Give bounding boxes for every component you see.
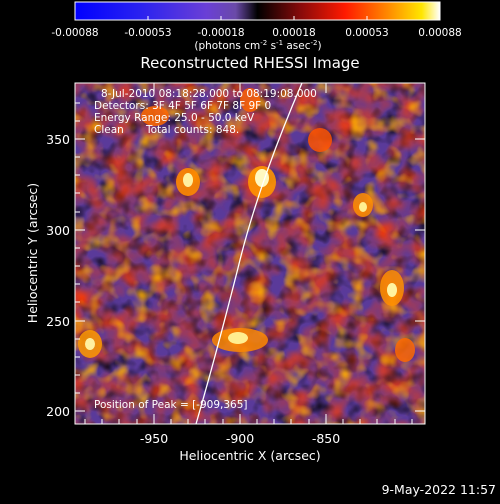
y-axis-label: Heliocentric Y (arcsec) — [25, 183, 40, 323]
detectors: Detectors: 3F 4F 5F 6F 7F 8F 9F 0 — [94, 100, 271, 112]
total-counts: Total counts: 848. — [145, 124, 239, 136]
x-tick-label: -900 — [226, 431, 254, 446]
colorbar-label: 0.00088 — [418, 27, 461, 39]
datestamp: 9-May-2022 11:57 — [382, 482, 496, 497]
colorbar-unit: (photons cm-2 s-1 asec-2) — [194, 39, 321, 52]
x-axis-label: Heliocentric X (arcsec) — [179, 448, 320, 463]
y-tick-labels: 350 300 250 200 — [46, 132, 70, 419]
colorbar-label: -0.00053 — [124, 27, 171, 39]
energy-range: Energy Range: 25.0 - 50.0 keV — [94, 112, 255, 124]
overlay-info: 8-Jul-2010 08:18:28.000 to 08:19:08.000 … — [94, 88, 317, 411]
colorbar-label: 0.00053 — [345, 27, 388, 39]
y-tick-label: 200 — [46, 404, 70, 419]
colorbar-label: -0.00088 — [51, 27, 98, 39]
bright-sources — [78, 88, 415, 362]
plot-title: Reconstructed RHESSI Image — [140, 54, 359, 72]
plot-frame — [74, 82, 426, 425]
y-tick-label: 250 — [46, 314, 70, 329]
time-range: 8-Jul-2010 08:18:28.000 to 08:19:08.000 — [101, 88, 317, 100]
y-tick-label: 350 — [46, 132, 70, 147]
colorbar-ticks — [74, 16, 441, 20]
x-tick-label: -850 — [312, 431, 340, 446]
x-tick-labels: -950 -900 -850 — [140, 431, 340, 446]
colorbar-label: 0.00018 — [272, 27, 315, 39]
rhessi-image — [75, 83, 425, 424]
colorbar-label: -0.00018 — [197, 27, 244, 39]
x-axis-ticks — [84, 83, 413, 424]
colorbar — [74, 1, 441, 21]
x-tick-label: -950 — [140, 431, 168, 446]
y-axis-ticks — [75, 102, 425, 412]
y-tick-label: 300 — [46, 223, 70, 238]
clean-label: Clean — [94, 124, 124, 136]
peak-position: Position of Peak = [-909,365] — [94, 399, 248, 411]
colorbar-tick-labels: -0.00088 -0.00053 -0.00018 0.00018 0.000… — [51, 27, 461, 39]
solar-limb — [195, 83, 303, 424]
